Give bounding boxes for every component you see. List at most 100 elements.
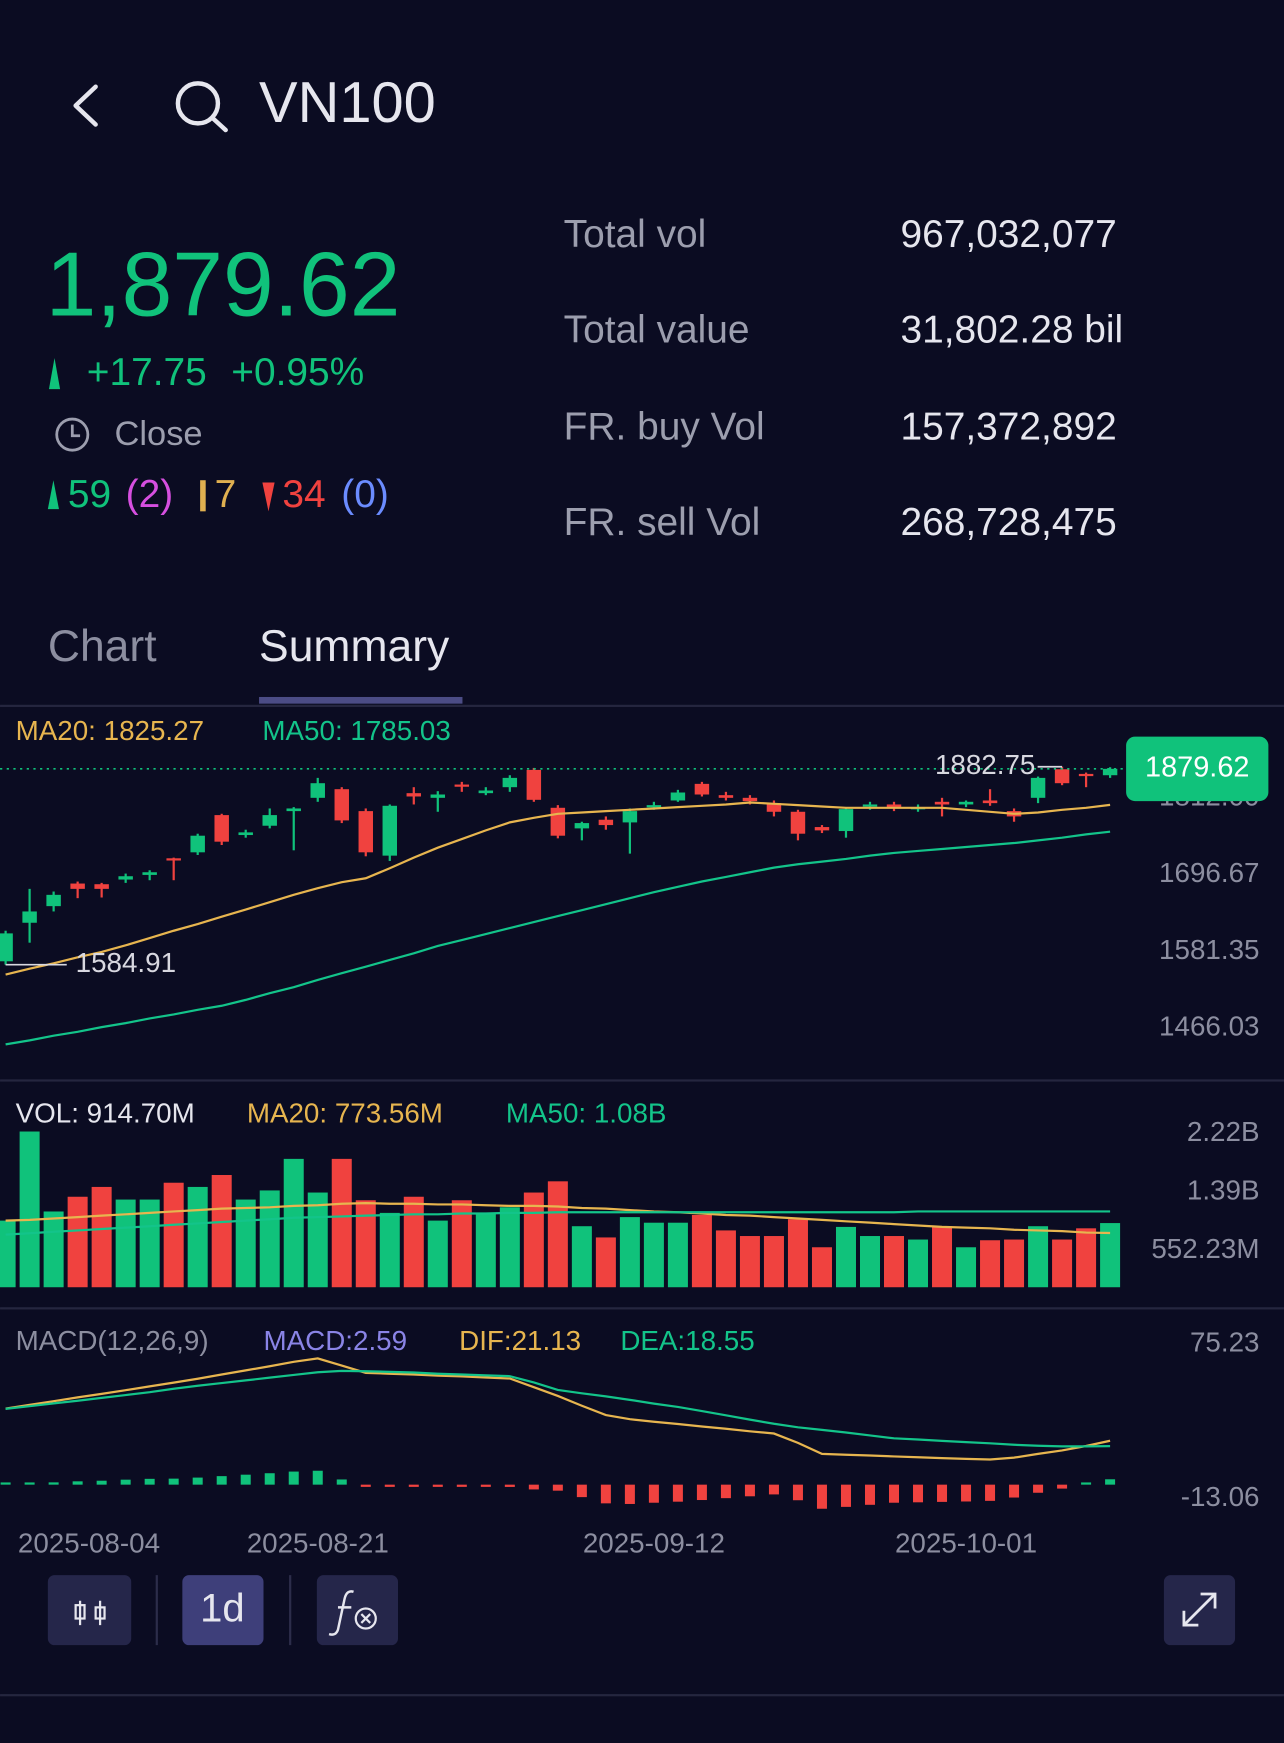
tab[interactable]: Chart [48, 622, 157, 671]
volume-bar [1076, 1228, 1097, 1288]
volume-bar [475, 1212, 496, 1288]
macd-bar [288, 1471, 299, 1485]
function-icon-x [360, 1613, 371, 1624]
search-circle [175, 81, 221, 126]
y-tick-label: 1466.03 [1159, 1010, 1259, 1041]
macd-bar [192, 1477, 203, 1485]
clock-icon [55, 417, 90, 452]
divider [0, 1307, 1284, 1310]
volume-bar [187, 1186, 208, 1288]
candle-body [478, 790, 494, 794]
volume-bar [67, 1196, 88, 1288]
candle-body [70, 883, 85, 889]
y-tick-label: 2.22B [1187, 1116, 1260, 1147]
back-button[interactable] [73, 84, 98, 127]
macd-bar [624, 1484, 635, 1504]
volume-bar [91, 1186, 112, 1288]
volume-bar [235, 1199, 256, 1288]
volume-bar [211, 1175, 232, 1288]
volume-bar [283, 1158, 304, 1288]
candle-body [718, 795, 734, 798]
macd-bar [240, 1474, 251, 1485]
volume-bar [980, 1240, 1001, 1288]
volume-bar [139, 1199, 160, 1288]
floor-count: (0) [341, 473, 389, 516]
candle-body [238, 832, 253, 836]
stat-value: 268,728,475 [900, 501, 1116, 544]
volume-bar [163, 1182, 184, 1288]
search-icon[interactable] [175, 81, 228, 133]
divider [0, 1079, 1284, 1082]
decliners: 34 [282, 473, 325, 516]
volume-bar [379, 1212, 400, 1288]
candle-body [262, 815, 277, 826]
macd-bar [1033, 1484, 1044, 1493]
macd-bar [985, 1484, 996, 1501]
volume-bar [499, 1207, 520, 1288]
volume-bar [523, 1192, 544, 1288]
macd-bar [1057, 1484, 1068, 1489]
tab-active[interactable]: Summary [259, 622, 450, 671]
clock-hands [70, 424, 81, 438]
price-change: +17.75 [87, 351, 207, 394]
macd-bar [432, 1484, 443, 1487]
macd-bar [312, 1470, 323, 1485]
interval-button[interactable] [182, 1575, 264, 1646]
candle-body [190, 835, 205, 853]
stat-label: FR. sell Vol [564, 501, 761, 544]
candle-body [1030, 777, 1046, 798]
y-tick-label: 1.39B [1187, 1174, 1260, 1205]
macd-bar [528, 1484, 539, 1490]
volume-bar [619, 1217, 640, 1288]
candle-body [862, 804, 878, 807]
stat-label: FR. buy Vol [564, 405, 765, 448]
advance-arrow [47, 480, 59, 510]
macd-bar [48, 1482, 59, 1485]
legend-entry: MA50: 1785.03 [262, 715, 450, 746]
indicator-line [5, 1210, 1111, 1236]
low-marker-label: 1584.91 [76, 947, 176, 978]
macd-bar [120, 1479, 131, 1485]
macd-bar [504, 1484, 515, 1487]
volume-bar [451, 1200, 472, 1288]
divider [0, 704, 1284, 707]
candle-body [958, 801, 974, 805]
volume-bar [956, 1247, 977, 1288]
clock-face [55, 417, 90, 452]
macd-bar [937, 1484, 948, 1502]
interval-label: 1d [200, 1586, 245, 1630]
candle-body [1102, 768, 1118, 776]
volume-bar [595, 1237, 616, 1288]
macd-bar [264, 1473, 275, 1485]
volume-bar [547, 1181, 568, 1288]
volume-bar [667, 1222, 688, 1288]
macd-bar [216, 1476, 227, 1485]
legend-entry: DIF:21.13 [459, 1325, 581, 1356]
volume-bar [763, 1236, 784, 1288]
y-tick-label: 1581.35 [1159, 934, 1259, 965]
y-tick-label: -13.06 [1181, 1481, 1260, 1512]
indicator-button[interactable] [316, 1575, 399, 1646]
macd-bar [456, 1484, 467, 1487]
candle-body [694, 783, 710, 795]
macd-bar [1009, 1484, 1020, 1498]
volume-bar [355, 1200, 376, 1288]
macd-bar [792, 1484, 803, 1501]
up-arrow [48, 357, 61, 390]
candle-body [454, 784, 470, 787]
candle-body [886, 804, 902, 808]
indicator-title: MACD(12,26,9) [16, 1325, 209, 1356]
macd-bar [576, 1484, 587, 1498]
volume-bar [908, 1239, 929, 1288]
tab-underline [259, 696, 463, 704]
chart-type-button[interactable] [47, 1575, 132, 1646]
macd-bar [552, 1484, 563, 1491]
legend-entry: MA20: 773.56M [247, 1097, 443, 1128]
macd-bar [913, 1484, 924, 1503]
last-price-box [1126, 736, 1269, 802]
macd-bar [168, 1478, 179, 1485]
candle-body [766, 803, 782, 812]
stat-label: Total vol [564, 213, 707, 256]
toolbar: 1d [47, 1575, 1236, 1646]
candle-body [622, 811, 638, 823]
